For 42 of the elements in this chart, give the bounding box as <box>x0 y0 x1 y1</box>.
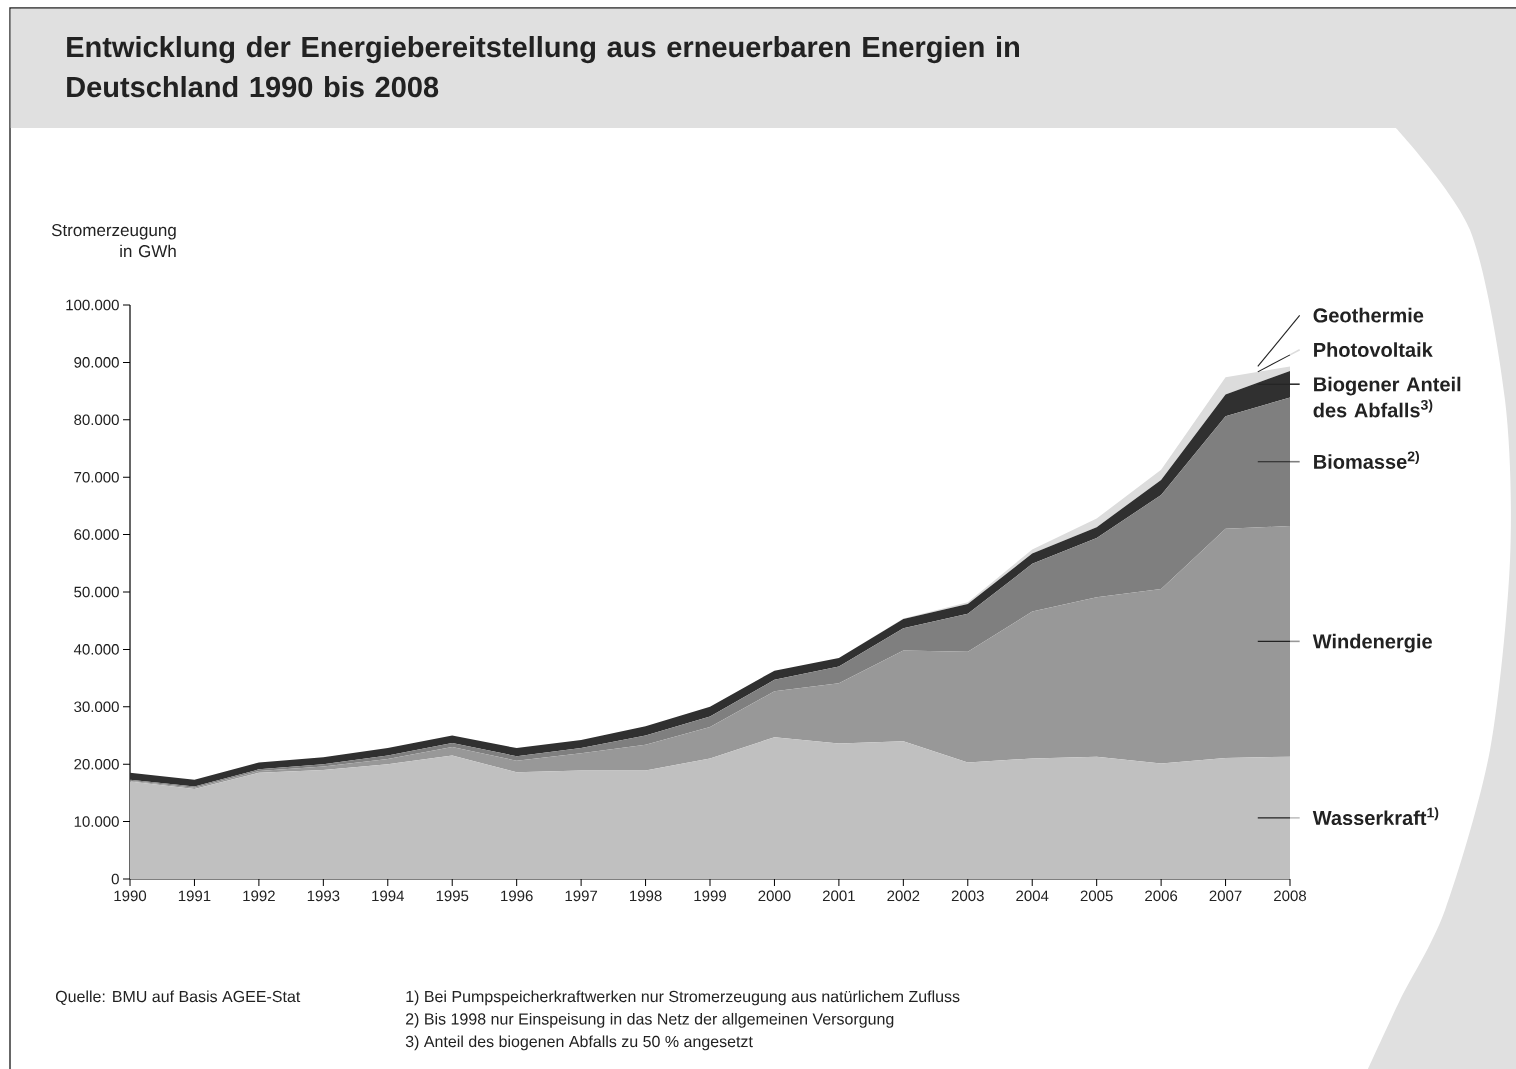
x-tick-label: 1997 <box>565 890 598 902</box>
y-tick-label: 0 <box>111 873 119 885</box>
x-tick-label: 2000 <box>758 890 791 902</box>
x-tick-label: 2008 <box>1274 890 1307 902</box>
chart-title: Entwicklung der Energiebereitstellung aus erneuerbaren Energien in Deutschland 1990 bis 2008 <box>67 35 1020 98</box>
x-tick-label: 1994 <box>372 890 405 902</box>
x-tick-label: 2001 <box>822 890 855 902</box>
x-tick-label: 1990 <box>114 890 147 902</box>
legend-label: Photovoltaik <box>1314 342 1433 357</box>
y-tick-label: 30.000 <box>74 701 119 713</box>
text: 2) Bis 1998 nur Einspeisung in das Netz der allgemeinen Versorgung <box>406 1012 894 1028</box>
y-axis-title: Stromerzeugung in GWh <box>51 224 176 258</box>
y-tick-label: 80.000 <box>74 414 119 426</box>
y-tick-label: 60.000 <box>74 529 119 540</box>
text: 3) Anteil des biogenen Abfalls zu 50 % angesetzt <box>405 1035 753 1051</box>
legend-label: Wasserkraft$^{1)}$ <box>1312 807 1439 826</box>
x-tick-label: 2005 <box>1080 890 1113 902</box>
x-tick-label: 1999 <box>694 890 726 902</box>
legend-label: Windenergie <box>1312 633 1432 653</box>
x-tick-label: 1993 <box>307 890 340 902</box>
text: 1) Bei Pumpspeicherkraftwerken nur Stromerzeugung aus natürlichem Zufluss <box>406 990 960 1006</box>
x-tick-label: 2003 <box>951 890 984 902</box>
y-tick-label: 90.000 <box>74 357 119 368</box>
x-tick-label: 2006 <box>1145 890 1178 902</box>
x-tick-label: 2002 <box>887 890 920 902</box>
y-tick-label: 40.000 <box>73 644 119 655</box>
x-tick-label: 1991 <box>178 890 211 902</box>
x-tick-label: 2007 <box>1209 890 1242 902</box>
x-tick-label: 1992 <box>243 890 275 902</box>
y-tick-label: 100.000 <box>66 299 119 311</box>
annotation: Geothermie <box>1313 307 1424 323</box>
x-tick-label: 1996 <box>501 890 533 902</box>
x-tick-label: 2004 <box>1016 890 1049 902</box>
legend-label: Biogener Anteil des Abfalls$^{3)}$ <box>1313 376 1461 418</box>
y-tick-label: 20.000 <box>74 758 119 770</box>
y-tick-label: 10.000 <box>74 816 119 827</box>
source-note: Quelle: BMU auf Basis AGEE-Stat <box>55 990 301 1006</box>
y-tick-label: 70.000 <box>74 471 119 483</box>
y-tick-label: 50.000 <box>74 586 119 598</box>
x-tick-label: 1995 <box>436 890 469 902</box>
x-tick-label: 1998 <box>630 890 662 902</box>
legend-label: Biomasse$^{2)}$ <box>1314 451 1419 469</box>
